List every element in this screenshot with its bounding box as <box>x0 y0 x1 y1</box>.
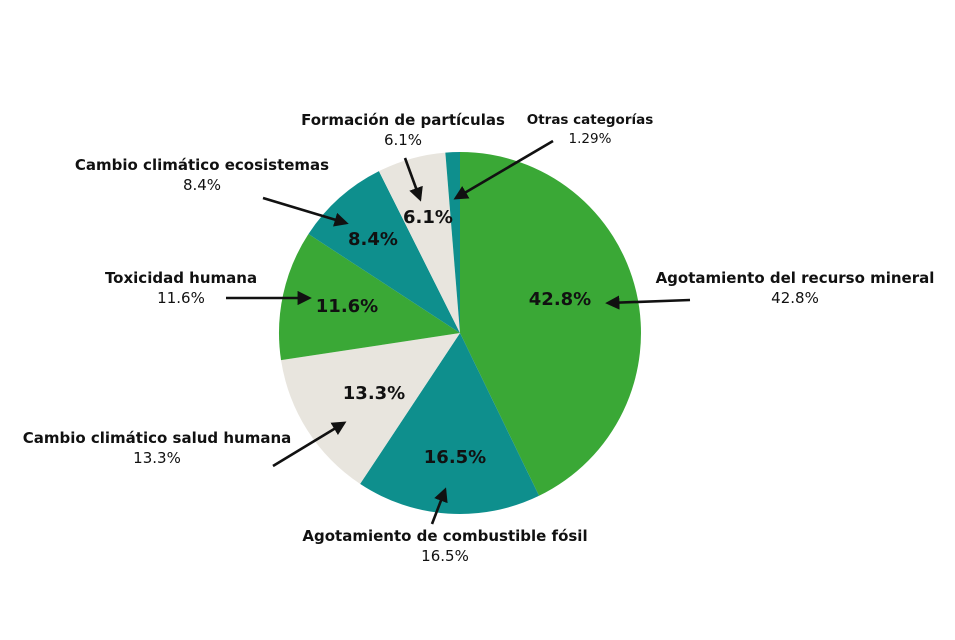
callout-value-label: 13.3% <box>133 449 181 467</box>
callout-category-label: Cambio climático salud humana <box>23 429 292 447</box>
callout-value-label: 6.1% <box>384 131 422 149</box>
pie-slice-6 <box>378 152 460 333</box>
pie-slices <box>278 151 641 514</box>
callout-category-label: Agotamiento de combustible fósil <box>302 527 587 545</box>
callout-value-label: 11.6% <box>157 289 205 307</box>
callout-value-label: 1.29% <box>569 131 612 147</box>
callout-arrow <box>453 139 554 200</box>
pie-slice-5 <box>308 171 460 333</box>
callout-category-label: Formación de partículas <box>301 111 505 129</box>
pie-slice-3 <box>281 333 460 484</box>
callout-value-label: 8.4% <box>183 176 221 194</box>
pie-slice-2 <box>360 333 540 514</box>
callout-category-label: Agotamiento del recurso mineral <box>656 269 935 287</box>
callout-arrow <box>605 295 691 310</box>
pie-slice-4 <box>278 234 460 361</box>
slice-inner-value-label: 6.1% <box>403 207 453 228</box>
slice-inner-value-label: 13.3% <box>343 383 405 404</box>
callout-value-label: 16.5% <box>421 547 469 565</box>
callout-category-label: Toxicidad humana <box>105 269 257 287</box>
slice-inner-value-label: 8.4% <box>348 229 398 250</box>
callout-arrow <box>262 196 349 227</box>
callout-category-label: Cambio climático ecosistemas <box>75 156 329 174</box>
pie-inner-labels: 42.8% 16.5% 13.3% 11.6% 8.4%6.1% <box>316 207 591 468</box>
slice-inner-value-label: 42.8% <box>529 289 591 310</box>
callout-arrow <box>272 421 347 468</box>
callout-value-label: 42.8% <box>771 289 819 307</box>
callout-category-label: Otras categorías <box>527 112 654 128</box>
slice-inner-value-label: 11.6% <box>316 296 378 317</box>
callout-arrow <box>403 157 423 202</box>
callout-arrows <box>226 139 691 525</box>
slice-inner-value-label: 16.5% <box>424 447 486 468</box>
callout-labels: Agotamiento del recurso mineral 42.8% Agot… <box>23 111 935 565</box>
callout-arrow <box>430 487 448 525</box>
pie-slice-1 <box>460 152 641 496</box>
